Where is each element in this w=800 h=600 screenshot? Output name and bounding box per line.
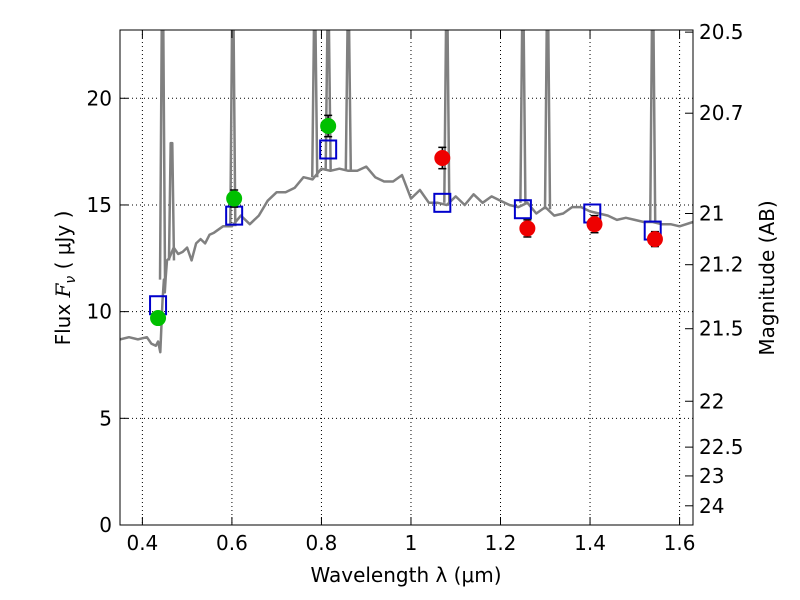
emission-line-spike <box>167 141 176 261</box>
y2-tick-label: 22 <box>699 389 724 413</box>
photometry-point <box>226 190 243 207</box>
x-axis-label: Wavelength λ (μm) <box>310 563 501 587</box>
photometry-point <box>320 118 337 135</box>
photometry-point <box>434 150 451 167</box>
plot-frame <box>119 29 694 526</box>
x-tick-label: 1 <box>405 531 418 555</box>
tick-layer: 0.4 0.6 0.8 1 1.2 1.4 1.6 0 5 10 15 20 20.5 20.7 21 21.… <box>87 20 744 555</box>
emission-line-spike <box>310 30 319 178</box>
y-tick-label: 15 <box>87 193 112 217</box>
synthetic-flux-marker <box>513 199 532 220</box>
emission-line-spike <box>519 30 527 203</box>
emission-line-spike <box>543 30 552 210</box>
x-tick-label: 0.4 <box>126 531 158 555</box>
y-tick-label: 0 <box>99 513 112 537</box>
y2-tick-label: 21 <box>699 201 724 225</box>
y2-tick-label: 23 <box>699 464 724 488</box>
photometry-point <box>150 310 167 327</box>
y2-tick-label: 20.7 <box>699 101 744 125</box>
x-tick-label: 1.2 <box>485 531 517 555</box>
emission-line-spike <box>443 30 451 203</box>
x-tick-label: 1.6 <box>664 531 696 555</box>
y2-tick-label: 22.5 <box>699 435 744 459</box>
plot-layer <box>120 30 693 354</box>
emission-line-spike <box>324 30 332 171</box>
emission-line-spike <box>344 30 353 171</box>
y-tick-label: 5 <box>99 406 112 430</box>
emission-line-spike <box>229 30 237 227</box>
y-axis-label: Flux Fν ( μJy ) <box>51 211 79 346</box>
x-tick-label: 0.8 <box>306 531 338 555</box>
plot-clip-group <box>120 30 693 354</box>
y-tick-label: 20 <box>87 86 112 110</box>
x-tick-label: 0.6 <box>216 531 248 555</box>
emission-line-spike <box>158 30 167 280</box>
grid-layer <box>120 30 693 526</box>
y2-axis-label: Magnitude (AB) <box>755 200 779 355</box>
photometry-point <box>519 220 536 237</box>
y2-tick-label: 21.5 <box>699 317 744 341</box>
spectrum-line <box>120 165 693 354</box>
photometry-point <box>646 231 663 248</box>
y2-tick-label: 24 <box>699 494 724 518</box>
photometry-point <box>586 216 603 233</box>
y-tick-label: 10 <box>87 300 112 324</box>
y2-tick-label: 20.5 <box>699 20 744 44</box>
y2-tick-label: 21.2 <box>699 253 744 277</box>
synthetic-flux-marker <box>433 192 452 213</box>
synthetic-flux-marker <box>319 139 338 160</box>
x-tick-label: 1.4 <box>574 531 606 555</box>
emission-line-spike <box>648 30 657 223</box>
